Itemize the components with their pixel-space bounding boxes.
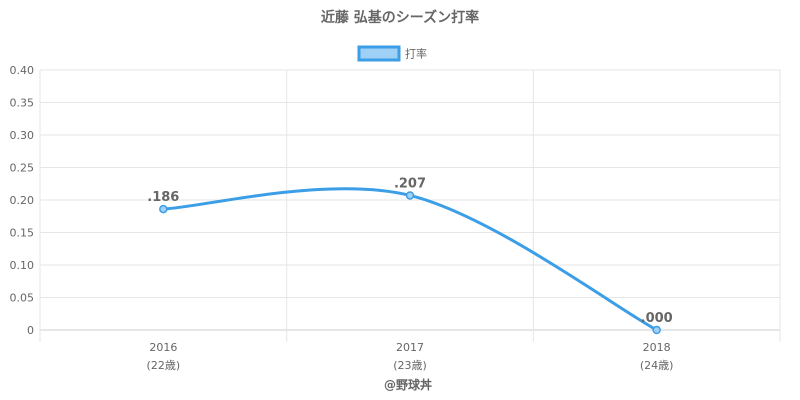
x-tick-label: 2018 [643, 341, 671, 354]
data-label: .186 [147, 190, 179, 205]
y-tick-label: 0 [27, 324, 34, 337]
footer-credit: @野球丼 [384, 377, 432, 392]
x-tick-sublabel: (23歳) [393, 359, 427, 372]
y-tick-label: 0.40 [10, 64, 35, 77]
y-tick-label: 0.05 [10, 292, 35, 305]
y-axis-ticks: 0 0.05 0.10 0.15 0.20 0.25 0.30 0.35 0.40 [10, 64, 35, 337]
data-labels: .186 .207 .000 [147, 176, 672, 326]
y-tick-label: 0.10 [10, 259, 35, 272]
y-tick-label: 0.25 [10, 162, 35, 175]
data-point [405, 191, 415, 200]
x-axis-ticks: 2016 (22歳) 2017 (23歳) 2018 (24歳) [147, 341, 674, 372]
y-tick-label: 0.20 [10, 194, 35, 207]
data-label: .207 [394, 176, 426, 191]
y-tick-label: 0.30 [10, 129, 35, 142]
x-tick-sublabel: (22歳) [147, 359, 181, 372]
series [159, 187, 661, 335]
y-tick-label: 0.15 [10, 227, 35, 240]
chart-title: 近藤 弘基のシーズン打率 [321, 9, 479, 26]
x-tick-label: 2017 [396, 341, 424, 354]
legend-swatch [357, 45, 401, 62]
x-tick-label: 2016 [149, 341, 177, 354]
x-tick-sublabel: (24歳) [640, 359, 674, 372]
legend[interactable]: 打率 [357, 45, 427, 62]
data-point [159, 204, 168, 214]
data-label: .000 [641, 311, 673, 326]
data-point [652, 325, 661, 335]
series-line [161, 187, 659, 332]
y-tick-label: 0.35 [10, 97, 35, 110]
grid [39, 69, 781, 342]
legend-label: 打率 [405, 47, 427, 61]
